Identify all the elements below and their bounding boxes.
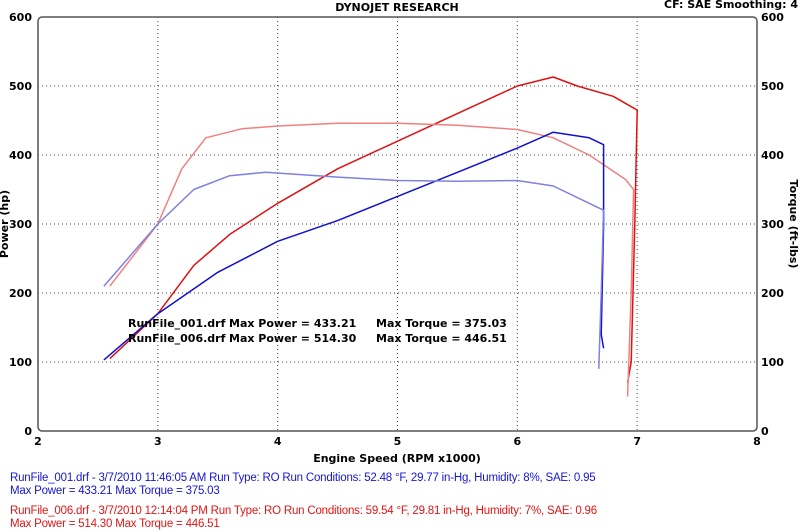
x-tick-label: 3 xyxy=(154,435,162,448)
run-info-006-max: Max Power = 514.30 Max Torque = 446.51 xyxy=(10,518,220,530)
chart-title: DYNOJET RESEARCH xyxy=(335,1,458,14)
y-axis-left-label: Power (hp) xyxy=(0,190,11,258)
annotation-torque-2: Max Torque = 446.51 xyxy=(376,332,507,345)
x-axis-label: Engine Speed (RPM x1000) xyxy=(313,452,481,465)
y-tick-label-left: 200 xyxy=(9,287,32,300)
series-line-3 xyxy=(103,171,605,369)
y-tick-label-left: 500 xyxy=(9,80,32,93)
y-axis-right-label: Torque (ft-lbs) xyxy=(787,180,800,269)
y-tick-label-left: 400 xyxy=(9,149,32,162)
dyno-chart: DYNOJET RESEARCH CF: SAE Smoothing: 4 2 3… xyxy=(0,0,800,465)
annotation-file-1: RunFile_001.drf xyxy=(128,317,226,330)
y-tick-label-right: 300 xyxy=(761,218,784,231)
chart-subtitle: CF: SAE Smoothing: 4 xyxy=(664,0,798,11)
y-tick-label-left: 0 xyxy=(24,425,32,438)
annotation-torque-1: Max Torque = 375.03 xyxy=(376,317,507,330)
y-tick-label-right: 100 xyxy=(761,356,784,369)
series-line-0 xyxy=(109,76,638,383)
y-tick-label-right: 200 xyxy=(761,287,784,300)
x-tick-label: 4 xyxy=(274,435,282,448)
run-info-006-conditions: RunFile_006.drf - 3/7/2010 12:14:04 PM R… xyxy=(10,505,597,517)
series-line-1 xyxy=(109,122,635,397)
run-info-001-max: Max Power = 433.21 Max Torque = 375.03 xyxy=(10,485,220,497)
plot-frame xyxy=(37,16,758,432)
run-info-006: RunFile_006.drf - 3/7/2010 12:14:04 PM R… xyxy=(10,505,597,531)
y-tick-label-left: 600 xyxy=(9,11,32,24)
y-tick-label-right: 600 xyxy=(761,11,784,24)
x-tick-label: 2 xyxy=(34,435,42,448)
x-tick-label: 5 xyxy=(394,435,402,448)
y-tick-label-right: 0 xyxy=(761,425,769,438)
x-tick-label: 8 xyxy=(753,435,761,448)
annotation-power-2: Max Power = 514.30 xyxy=(229,332,357,345)
y-tick-label-right: 500 xyxy=(761,80,784,93)
run-info-001-conditions: RunFile_001.drf - 3/7/2010 11:46:05 AM R… xyxy=(10,472,596,484)
run-info-001: RunFile_001.drf - 3/7/2010 11:46:05 AM R… xyxy=(10,472,596,498)
x-tick-label: 6 xyxy=(514,435,522,448)
y-tick-label-left: 300 xyxy=(9,218,32,231)
annotation-file-2: RunFile_006.drf xyxy=(128,332,226,345)
y-tick-label-left: 100 xyxy=(9,356,32,369)
x-tick-label: 7 xyxy=(633,435,641,448)
annotation-power-1: Max Power = 433.21 xyxy=(229,317,356,330)
y-tick-label-right: 400 xyxy=(761,149,784,162)
